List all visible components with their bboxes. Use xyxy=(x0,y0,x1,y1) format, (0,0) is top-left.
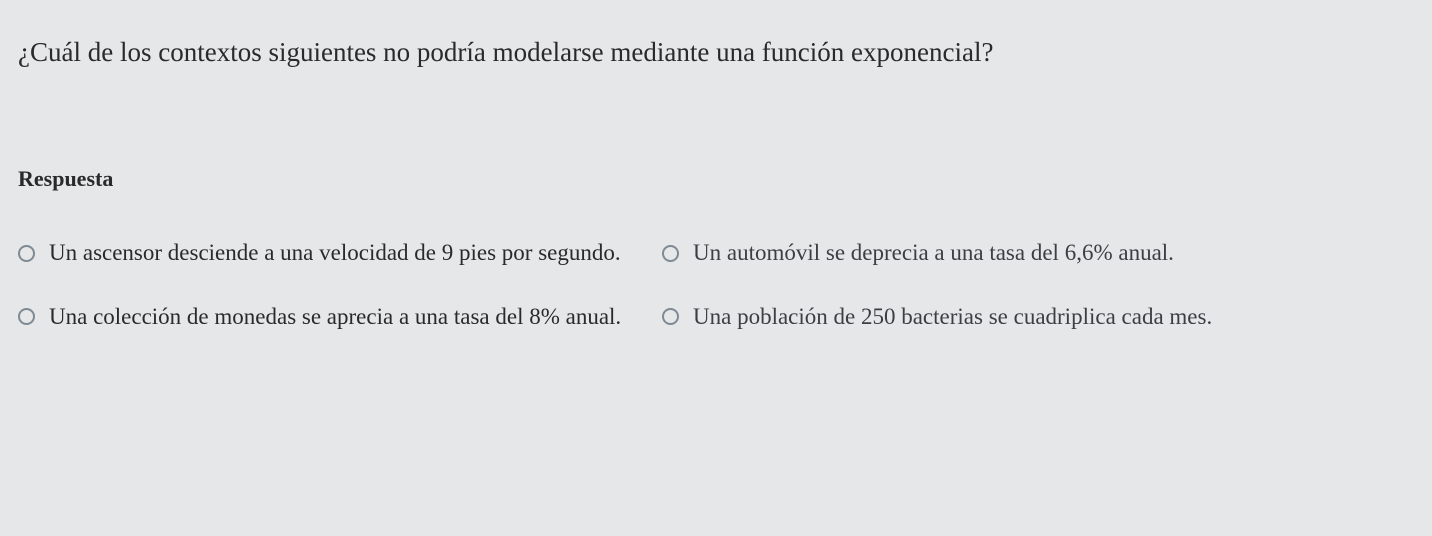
options-row-2: Una colección de monedas se aprecia a un… xyxy=(18,300,1414,333)
option-c[interactable]: Una colección de monedas se aprecia a un… xyxy=(18,300,638,333)
question-page: ¿Cuál de los contextos siguientes no pod… xyxy=(0,0,1432,536)
answer-heading: Respuesta xyxy=(18,166,1414,192)
question-text: ¿Cuál de los contextos siguientes no pod… xyxy=(18,34,1414,70)
option-b[interactable]: Un automóvil se deprecia a una tasa del … xyxy=(662,236,1414,269)
option-d[interactable]: Una población de 250 bacterias se cuadri… xyxy=(662,300,1414,333)
question-container: ¿Cuál de los contextos siguientes no pod… xyxy=(18,34,1414,70)
radio-icon[interactable] xyxy=(662,245,679,262)
radio-icon[interactable] xyxy=(18,308,35,325)
option-d-label: Una población de 250 bacterias se cuadri… xyxy=(693,300,1212,333)
option-a-label: Un ascensor desciende a una velocidad de… xyxy=(49,236,621,269)
options-row-1: Un ascensor desciende a una velocidad de… xyxy=(18,236,1414,269)
option-b-label: Un automóvil se deprecia a una tasa del … xyxy=(693,236,1174,269)
options-area: Un ascensor desciende a una velocidad de… xyxy=(18,236,1414,333)
radio-icon[interactable] xyxy=(18,245,35,262)
option-c-label: Una colección de monedas se aprecia a un… xyxy=(49,300,621,333)
radio-icon[interactable] xyxy=(662,308,679,325)
option-a[interactable]: Un ascensor desciende a una velocidad de… xyxy=(18,236,638,269)
